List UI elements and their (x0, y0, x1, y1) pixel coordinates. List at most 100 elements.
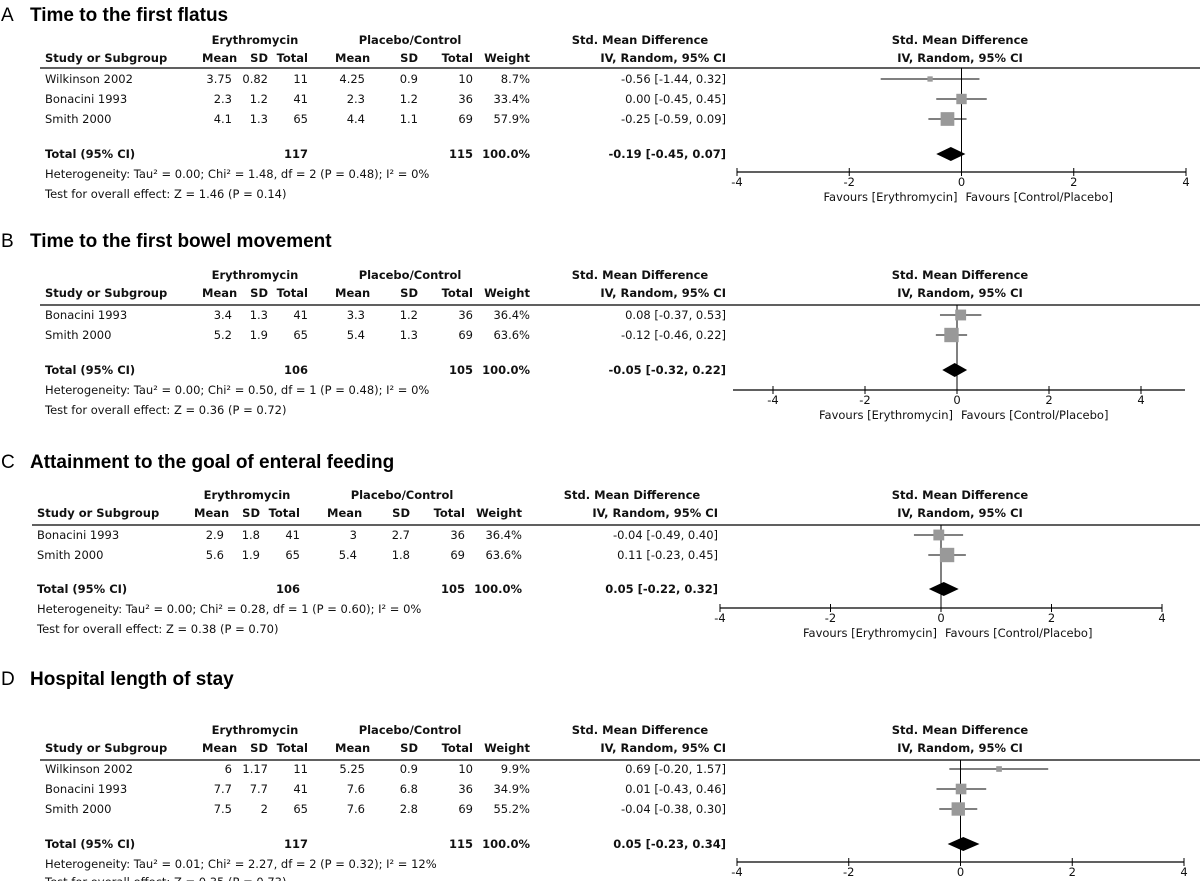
header-total: Total (442, 286, 473, 300)
study-c-n: 69 (458, 328, 473, 342)
overall-effect-text: Test for overall effect: Z = 0.38 (P = 0… (36, 622, 279, 636)
header-erythromycin: Erythromycin (204, 488, 291, 502)
study-name: Bonacini 1993 (45, 782, 127, 796)
total-label: Total (95% CI) (37, 582, 127, 596)
study-e-sd: 1.9 (250, 328, 268, 342)
study-c-n: 69 (458, 112, 473, 126)
study-c-mean: 5.25 (339, 762, 365, 776)
x-tick-label: -4 (767, 393, 778, 407)
x-tick-label: 0 (957, 865, 964, 879)
total-row: Total (95% CI) 106 105 100.0% -0.05 [-0.32, … (45, 363, 968, 377)
plot-header-method: IV, Random, 95% CI (897, 51, 1023, 65)
study-row: Wilkinson 2002 6 1.17 11 5.25 0.9 10 9.9% 0.69 [… (45, 762, 1049, 776)
study-e-mean: 7.7 (214, 782, 232, 796)
x-tick-label: -2 (844, 175, 855, 189)
x-tick-label: 0 (958, 175, 965, 189)
header-erythromycin: Erythromycin (212, 723, 299, 737)
study-row: Bonacini 1993 2.9 1.8 41 3 2.7 36 36.4% -0.04 [-… (37, 528, 964, 542)
study-ci: -0.04 [-0.49, 0.40] (613, 528, 718, 542)
x-tick-label: 2 (1045, 393, 1052, 407)
study-c-n: 36 (458, 782, 473, 796)
study-name: Bonacini 1993 (37, 528, 119, 542)
total-row: Total (95% CI) 117 115 100.0% -0.19 [-0.45, … (45, 147, 966, 161)
study-row: Bonacini 1993 2.3 1.2 41 2.3 1.2 36 33.4% 0.00 [… (45, 92, 987, 106)
header-smd: Std. Mean Difference (572, 268, 709, 282)
total-e-n: 117 (284, 837, 308, 851)
plot-header-method: IV, Random, 95% CI (897, 286, 1023, 300)
header-total: Total (277, 741, 308, 755)
study-c-mean: 7.6 (347, 782, 365, 796)
effect-square (933, 529, 945, 541)
study-name: Wilkinson 2002 (45, 762, 133, 776)
effect-square (955, 309, 967, 321)
header-total: Total (434, 506, 465, 520)
header-smd: Std. Mean Difference (572, 723, 709, 737)
x-tick-label: -2 (859, 393, 870, 407)
header-placebo-control: Placebo/Control (351, 488, 454, 502)
header-mean: Mean (335, 741, 370, 755)
plot-header-smd: Std. Mean Difference (892, 723, 1029, 737)
study-e-mean: 6 (225, 762, 232, 776)
study-c-n: 36 (450, 528, 465, 542)
study-e-sd: 1.8 (242, 528, 260, 542)
study-weight: 33.4% (493, 92, 530, 106)
header-sd: SD (400, 51, 418, 65)
study-c-sd: 0.9 (400, 72, 418, 86)
study-c-n: 10 (458, 72, 473, 86)
study-c-n: 36 (458, 308, 473, 322)
effect-square (927, 76, 933, 82)
x-tick-label: -4 (731, 865, 742, 879)
panel-title: Hospital length of stay (30, 669, 234, 690)
study-ci: 0.01 [-0.43, 0.46] (625, 782, 726, 796)
study-row: Smith 2000 7.5 2 65 7.6 2.8 69 55.2% -0.04 [-0.3… (45, 802, 978, 816)
effect-square (940, 112, 955, 126)
header-total: Total (442, 51, 473, 65)
header-total: Total (277, 286, 308, 300)
header-sd: SD (250, 286, 268, 300)
study-e-sd: 1.9 (242, 548, 260, 562)
header-weight: Weight (476, 506, 522, 520)
x-tick-label: 2 (1069, 865, 1076, 879)
study-weight: 36.4% (493, 308, 530, 322)
header-mean: Mean (202, 51, 237, 65)
study-e-sd: 2 (261, 802, 268, 816)
header-sd: SD (400, 286, 418, 300)
header-smd: Std. Mean Difference (564, 488, 701, 502)
study-e-n: 41 (293, 92, 308, 106)
header-mean: Mean (335, 51, 370, 65)
panel-letter: C (1, 452, 15, 473)
favours-right-label: Favours [Control/Placebo] (961, 408, 1108, 422)
header-method: IV, Random, 95% CI (600, 51, 726, 65)
study-row: Smith 2000 5.2 1.9 65 5.4 1.3 69 63.6% -0.12 [-0… (45, 327, 968, 343)
forest-panel-a: A Time to the first flatus Erythromycin Pla… (1, 5, 1200, 204)
study-c-mean: 2.3 (347, 92, 365, 106)
study-row: Bonacini 1993 3.4 1.3 41 3.3 1.2 36 36.4% 0.08 [… (45, 308, 982, 322)
study-e-mean: 2.9 (206, 528, 224, 542)
study-ci: -0.25 [-0.59, 0.09] (621, 112, 726, 126)
x-tick-label: 4 (1158, 611, 1165, 625)
x-tick-label: 0 (937, 611, 944, 625)
total-ci: -0.19 [-0.45, 0.07] (608, 147, 726, 161)
total-weight: 100.0% (474, 582, 522, 596)
header-smd: Std. Mean Difference (572, 33, 709, 47)
forest-panel-b: B Time to the first bowel movement Erythro… (1, 231, 1200, 422)
study-e-mean: 4.1 (214, 112, 232, 126)
panel-title: Time to the first flatus (30, 5, 228, 26)
study-name: Smith 2000 (37, 548, 103, 562)
header-weight: Weight (484, 286, 530, 300)
study-e-n: 41 (285, 528, 300, 542)
study-name: Smith 2000 (45, 802, 111, 816)
plot-header-smd: Std. Mean Difference (892, 488, 1029, 502)
effect-square (951, 802, 965, 816)
total-label: Total (95% CI) (45, 147, 135, 161)
study-c-sd: 2.7 (392, 528, 410, 542)
study-c-mean: 4.4 (347, 112, 365, 126)
study-row: Smith 2000 5.6 1.9 65 5.4 1.8 69 63.6% 0.11 [-0.… (37, 547, 966, 563)
study-e-sd: 1.3 (250, 308, 268, 322)
x-tick-label: 4 (1180, 865, 1187, 879)
total-c-n: 115 (449, 147, 473, 161)
study-e-sd: 1.2 (250, 92, 268, 106)
effect-square (944, 327, 959, 343)
panel-title: Attainment to the goal of enteral feedin… (30, 452, 394, 473)
panel-title: Time to the first bowel movement (30, 231, 332, 252)
